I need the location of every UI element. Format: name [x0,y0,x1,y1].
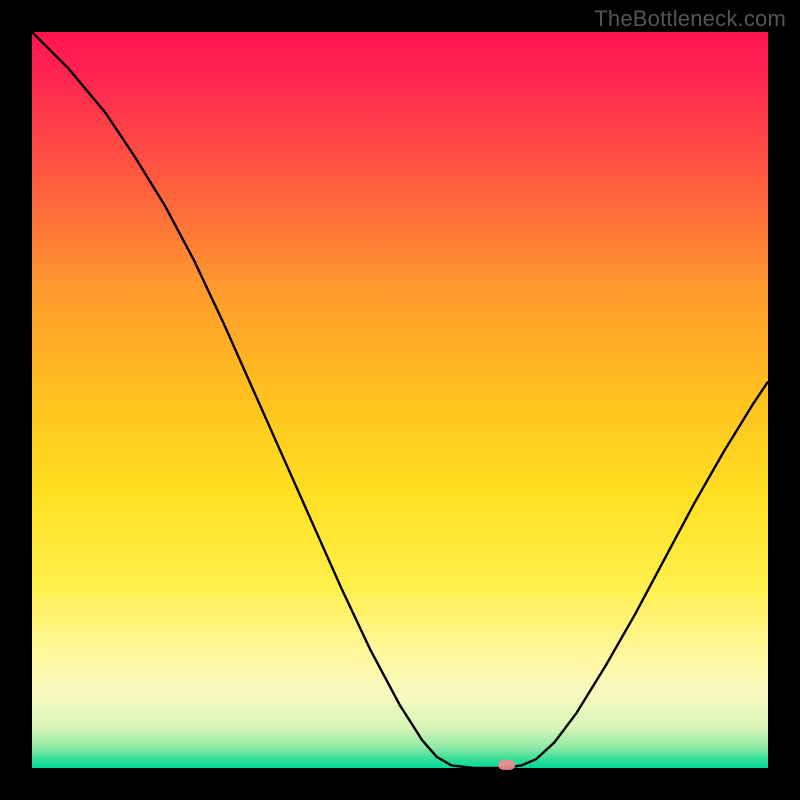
optimum-marker [498,760,516,770]
plot-area [32,32,768,768]
watermark-text: TheBottleneck.com [594,6,786,32]
bottleneck-curve [32,32,768,768]
chart-container: TheBottleneck.com [0,0,800,800]
